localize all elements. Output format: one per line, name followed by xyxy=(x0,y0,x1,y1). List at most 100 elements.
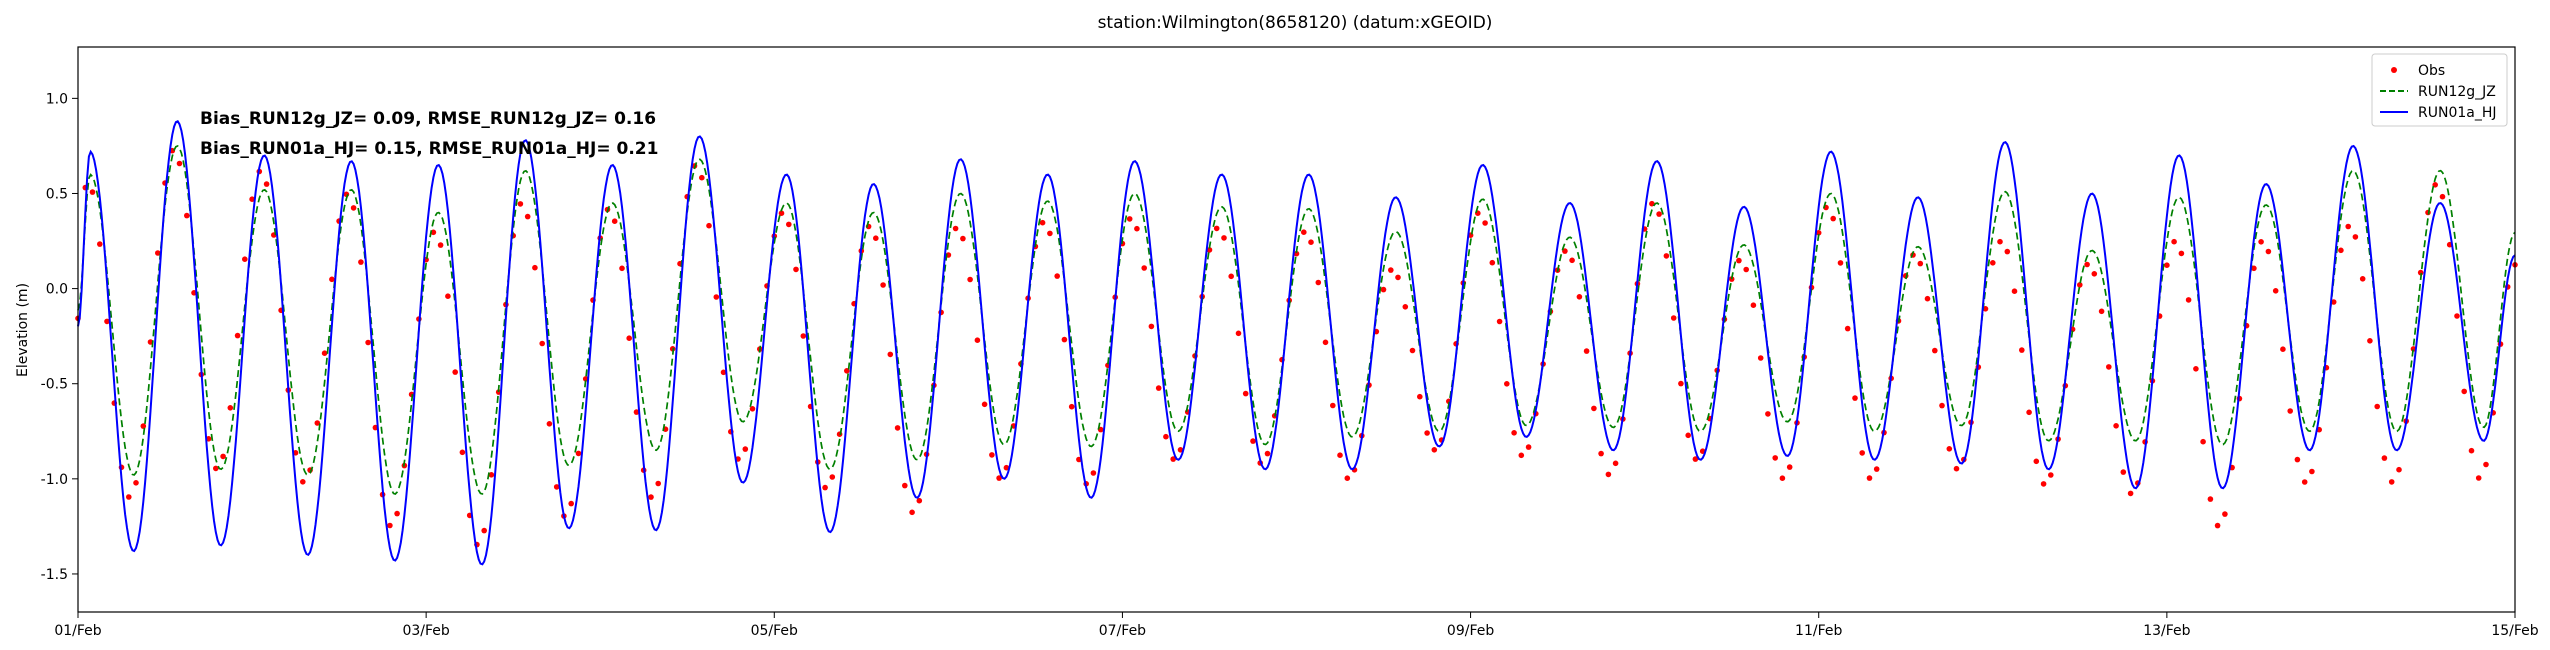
obs-point xyxy=(2077,282,2083,288)
obs-point xyxy=(1431,447,1438,453)
obs-point xyxy=(648,494,654,500)
obs-point xyxy=(1090,470,1097,476)
obs-point xyxy=(952,225,959,232)
run01a-hj-line xyxy=(77,120,2516,566)
obs-point xyxy=(2214,522,2221,529)
obs-point xyxy=(1482,220,1488,226)
obs-point xyxy=(553,484,560,490)
obs-point xyxy=(437,242,444,248)
obs-point xyxy=(1736,257,1742,264)
obs-point xyxy=(387,522,393,529)
y-tick-label: -1.5 xyxy=(41,567,68,583)
obs-point xyxy=(2294,456,2301,463)
axes: 01/Feb 03/Feb 05/Feb 07/Feb 09/Feb 11/Feb 13/F… xyxy=(41,46,2539,639)
obs-point xyxy=(2388,479,2395,485)
obs-point xyxy=(967,276,973,283)
obs-point xyxy=(1525,444,1532,450)
obs-point xyxy=(2091,271,2098,277)
obs-point xyxy=(1605,471,1612,478)
obs-point xyxy=(546,421,553,427)
obs-point xyxy=(1221,235,1227,241)
obs-point xyxy=(1932,347,1938,354)
obs-point xyxy=(749,406,756,412)
obs-point xyxy=(960,235,966,242)
obs-point xyxy=(517,201,524,207)
obs-point xyxy=(2106,364,2112,370)
obs-point xyxy=(2475,475,2482,481)
obs-point xyxy=(249,196,255,202)
run12g-jz-line xyxy=(77,144,2516,495)
obs-point xyxy=(1997,238,2003,245)
obs-point xyxy=(793,266,799,273)
obs-point xyxy=(350,205,357,211)
x-tick-label: 03/Feb xyxy=(402,623,449,639)
obs-point xyxy=(220,453,226,460)
obs-point xyxy=(1417,393,1423,400)
obs-point xyxy=(655,480,661,487)
obs-point xyxy=(894,425,901,431)
obs-point xyxy=(1830,215,1836,222)
obs-point xyxy=(974,337,981,344)
obs-point xyxy=(2287,408,2293,414)
obs-point xyxy=(706,222,712,229)
obs-point xyxy=(1873,466,1880,472)
stats-annotation-run12g: Bias_RUN12g_JZ= 0.09, RMSE_RUN12g_JZ= 0.… xyxy=(200,109,656,129)
obs-point xyxy=(329,276,335,283)
obs-point xyxy=(1569,257,1575,264)
obs-point xyxy=(452,369,459,375)
obs-point xyxy=(1815,230,1822,236)
obs-point xyxy=(140,423,147,429)
obs-point xyxy=(902,482,908,489)
obs-point xyxy=(1772,455,1778,461)
obs-point xyxy=(1228,273,1234,280)
obs-point xyxy=(1656,211,1662,217)
obs-point xyxy=(1866,475,1873,481)
obs-point xyxy=(1757,355,1764,361)
obs-point xyxy=(97,241,103,247)
obs-point xyxy=(227,405,234,411)
obs-point xyxy=(532,264,538,271)
obs-point xyxy=(1039,219,1046,226)
obs-point xyxy=(1402,304,1409,310)
obs-point xyxy=(1141,265,1147,271)
obs-point xyxy=(1765,411,1771,417)
obs-point xyxy=(829,474,836,480)
obs-point xyxy=(358,259,364,265)
obs-point xyxy=(1134,225,1140,232)
obs-point xyxy=(539,340,545,347)
obs-point xyxy=(1264,450,1271,457)
y-tick-label: 1.0 xyxy=(46,91,68,107)
obs-point xyxy=(916,497,923,504)
obs-point xyxy=(1170,456,1176,462)
obs-point xyxy=(2309,468,2315,475)
obs-point xyxy=(2127,490,2134,497)
obs-point xyxy=(1939,402,1945,409)
obs-point xyxy=(2338,247,2344,254)
obs-point xyxy=(2352,234,2359,240)
obs-point xyxy=(699,174,705,181)
obs-point xyxy=(2272,288,2279,294)
obs-point xyxy=(1953,465,1960,472)
legend: Obs RUN12g_JZ RUN01a_HJ xyxy=(2371,53,2508,127)
legend-label: RUN01a_HJ xyxy=(2418,105,2497,121)
x-tick-label: 01/Feb xyxy=(54,623,101,639)
obs-point xyxy=(1779,475,1786,482)
obs-point xyxy=(1946,446,1953,452)
obs-point xyxy=(2251,265,2257,272)
y-tick-label: 0.0 xyxy=(46,282,68,298)
obs-point xyxy=(2280,346,2286,353)
obs-point xyxy=(880,282,886,288)
obs-point xyxy=(1206,247,1213,253)
legend-marker-obs xyxy=(2391,67,2397,73)
obs-point xyxy=(2330,299,2337,305)
obs-point xyxy=(2178,250,2185,257)
obs-point xyxy=(2019,347,2025,353)
stats-annotation-run01a: Bias_RUN01a_HJ= 0.15, RMSE_RUN01a_HJ= 0.… xyxy=(200,139,658,159)
obs-point xyxy=(2200,438,2206,445)
obs-point xyxy=(2381,455,2388,461)
obs-point xyxy=(1612,460,1619,467)
obs-point xyxy=(1337,452,1343,459)
obs-point xyxy=(1576,294,1583,300)
plot-area xyxy=(75,120,2518,566)
obs-point xyxy=(1852,395,1858,401)
